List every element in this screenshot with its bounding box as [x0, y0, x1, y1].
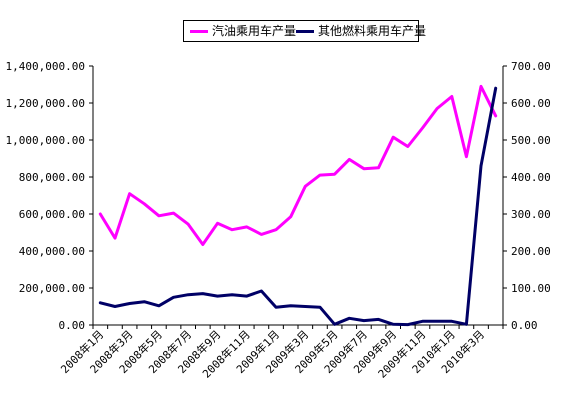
left-tick-label: 200,000.00: [19, 282, 85, 295]
left-tick-label: 600,000.00: [19, 208, 85, 221]
series-line-other-fuel: [98, 86, 498, 327]
left-tick-label: 1,000,000.00: [6, 134, 85, 147]
left-axis-ticks: 0.00 200,000.00 400,000.00 600,000.00 800,00…: [6, 60, 93, 332]
legend-label-gasoline: 汽油乘用车产量: [212, 24, 297, 38]
right-tick-label: 700.00: [511, 60, 551, 73]
legend: 汽油乘用车产量 其他燃料乘用车产量: [183, 20, 426, 42]
legend-swatch-gasoline: [190, 30, 208, 33]
left-tick-label: 1,200,000.00: [6, 97, 85, 110]
left-tick-label: 0.00: [59, 319, 86, 332]
series-layer: [98, 84, 498, 327]
legend-swatch-other-fuel: [296, 30, 314, 33]
right-tick-label: 200.00: [511, 245, 551, 258]
right-tick-label: 0.00: [511, 319, 538, 332]
left-tick-label: 1,400,000.00: [6, 60, 85, 73]
legend-label-other-fuel: 其他燃料乘用车产量: [318, 24, 427, 38]
left-tick-label: 400,000.00: [19, 245, 85, 258]
x-axis-ticks: 2008年1月2008年3月2008年5月2008年7月2008年9月2008年…: [58, 325, 504, 381]
right-tick-label: 300.00: [511, 208, 551, 221]
right-tick-label: 400.00: [511, 171, 551, 184]
right-tick-label: 500.00: [511, 134, 551, 147]
right-tick-label: 600.00: [511, 97, 551, 110]
left-tick-label: 800,000.00: [19, 171, 85, 184]
right-axis-ticks: 0.00 100.00 200.00 300.00 400.00 500.00 600.00…: [503, 60, 551, 332]
series-line-gasoline: [98, 84, 498, 246]
right-tick-label: 100.00: [511, 282, 551, 295]
